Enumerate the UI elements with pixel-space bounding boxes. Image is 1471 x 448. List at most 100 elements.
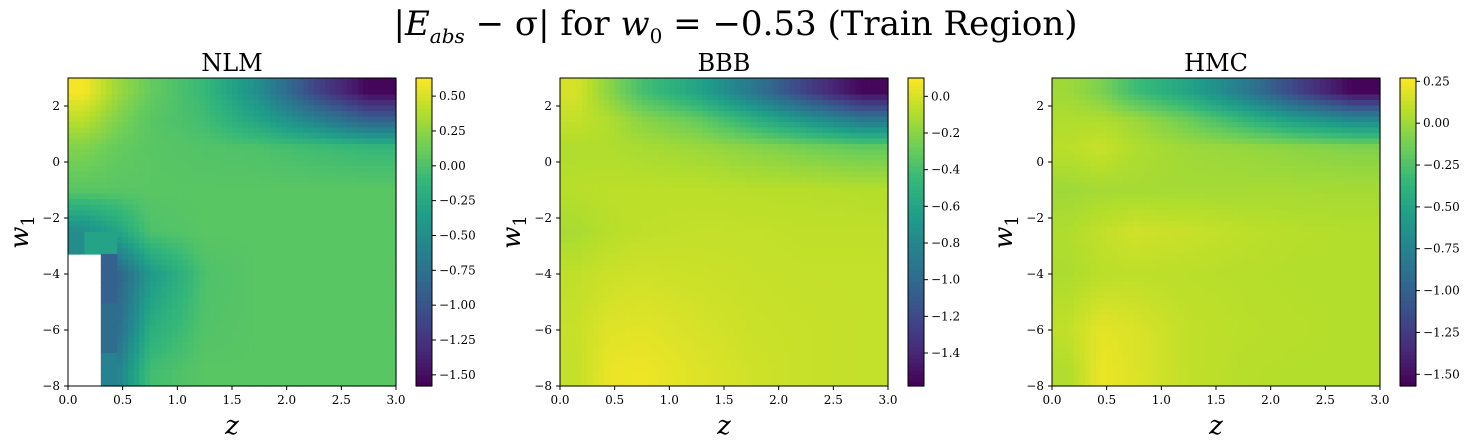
heatmap-cell: [363, 325, 370, 332]
heatmap-cell: [242, 160, 249, 167]
heatmap-cell: [357, 309, 364, 316]
colorbar-segment: [416, 112, 432, 118]
heatmap-cell: [281, 83, 288, 90]
heatmap-cell: [122, 369, 129, 376]
heatmap-cell: [341, 215, 348, 222]
heatmap-cell: [237, 287, 244, 294]
heatmap-cell: [199, 320, 206, 327]
heatmap-cell: [253, 364, 260, 371]
heatmap-cell: [368, 226, 375, 233]
heatmap-cell: [259, 89, 266, 96]
heatmap-cell: [390, 259, 397, 266]
heatmap-cell: [767, 144, 774, 151]
heatmap-cell: [335, 298, 342, 305]
heatmap-cell: [849, 111, 856, 118]
heatmap-cell: [128, 375, 135, 382]
heatmap-cell: [150, 248, 157, 255]
heatmap-cell: [636, 166, 643, 173]
heatmap-cell: [844, 138, 851, 145]
heatmap-cell: [849, 210, 856, 217]
heatmap-cell: [816, 144, 823, 151]
heatmap-cell: [111, 320, 118, 327]
heatmap-cell: [308, 78, 315, 85]
heatmap-cell: [702, 199, 709, 206]
heatmap-cell: [844, 177, 851, 184]
heatmap-cell: [259, 292, 266, 299]
heatmap-cell: [215, 127, 222, 134]
heatmap-cell: [756, 177, 763, 184]
heatmap-cell: [707, 105, 714, 112]
heatmap-cell: [724, 171, 731, 178]
heatmap-cell: [237, 149, 244, 156]
heatmap-cell: [275, 276, 282, 283]
heatmap-cell: [297, 160, 304, 167]
heatmap-cell: [199, 100, 206, 107]
heatmap-cell: [182, 309, 189, 316]
heatmap-cell: [598, 204, 605, 211]
heatmap-cell: [800, 166, 807, 173]
heatmap-cell: [204, 171, 211, 178]
heatmap-cell: [658, 133, 665, 140]
heatmap-cell: [204, 127, 211, 134]
heatmap-cell: [669, 188, 676, 195]
heatmap-cell: [330, 226, 337, 233]
heatmap-cell: [822, 171, 829, 178]
heatmap-cell: [155, 358, 162, 365]
heatmap-cell: [139, 149, 146, 156]
heatmap-cell: [707, 160, 714, 167]
heatmap-cell: [155, 111, 162, 118]
heatmap-cell: [800, 138, 807, 145]
heatmap-cell: [248, 144, 255, 151]
heatmap-cell: [609, 83, 616, 90]
heatmap-cell: [210, 226, 217, 233]
heatmap-cell: [724, 111, 731, 118]
heatmap-cell: [286, 133, 293, 140]
heatmap-cell: [379, 243, 386, 250]
heatmap-cell: [117, 325, 124, 332]
heatmap-cell: [133, 144, 140, 151]
heatmap-cell: [155, 177, 162, 184]
heatmap-cell: [685, 215, 692, 222]
heatmap-cell: [363, 309, 370, 316]
heatmap-cell: [335, 188, 342, 195]
heatmap-cell: [827, 204, 834, 211]
heatmap-cell: [215, 215, 222, 222]
heatmap-cell: [363, 314, 370, 321]
heatmap-cell: [696, 138, 703, 145]
heatmap-cell: [199, 265, 206, 272]
heatmap-cell: [822, 177, 829, 184]
heatmap-cell: [625, 89, 632, 96]
heatmap-cell: [603, 116, 610, 123]
heatmap-cell: [188, 314, 195, 321]
heatmap-cell: [806, 155, 813, 162]
heatmap-cell: [368, 111, 375, 118]
heatmap-cell: [385, 309, 392, 316]
heatmap-cell: [128, 199, 135, 206]
heatmap-cell: [264, 138, 271, 145]
heatmap-cell: [855, 155, 862, 162]
heatmap-cell: [620, 188, 627, 195]
colorbar-segment: [416, 320, 432, 325]
heatmap-cell: [210, 149, 217, 156]
heatmap-cell: [713, 171, 720, 178]
heatmap-cell: [259, 287, 266, 294]
heatmap-cell: [199, 375, 206, 382]
heatmap-cell: [106, 215, 113, 222]
heatmap-cell: [379, 226, 386, 233]
heatmap-cell: [713, 182, 720, 189]
heatmap-cell: [314, 111, 321, 118]
heatmap-cell: [314, 270, 321, 277]
heatmap-cell: [264, 292, 271, 299]
heatmap-cell: [565, 160, 572, 167]
heatmap-cell: [576, 182, 583, 189]
heatmap-cell: [789, 160, 796, 167]
heatmap-cell: [303, 105, 310, 112]
heatmap-cell: [663, 133, 670, 140]
heatmap-cell: [806, 160, 813, 167]
heatmap-cell: [160, 369, 167, 376]
heatmap-cell: [341, 243, 348, 250]
heatmap-cell: [740, 83, 747, 90]
heatmap-cell: [565, 149, 572, 156]
heatmap-cell: [122, 210, 129, 217]
heatmap-cell: [352, 287, 359, 294]
